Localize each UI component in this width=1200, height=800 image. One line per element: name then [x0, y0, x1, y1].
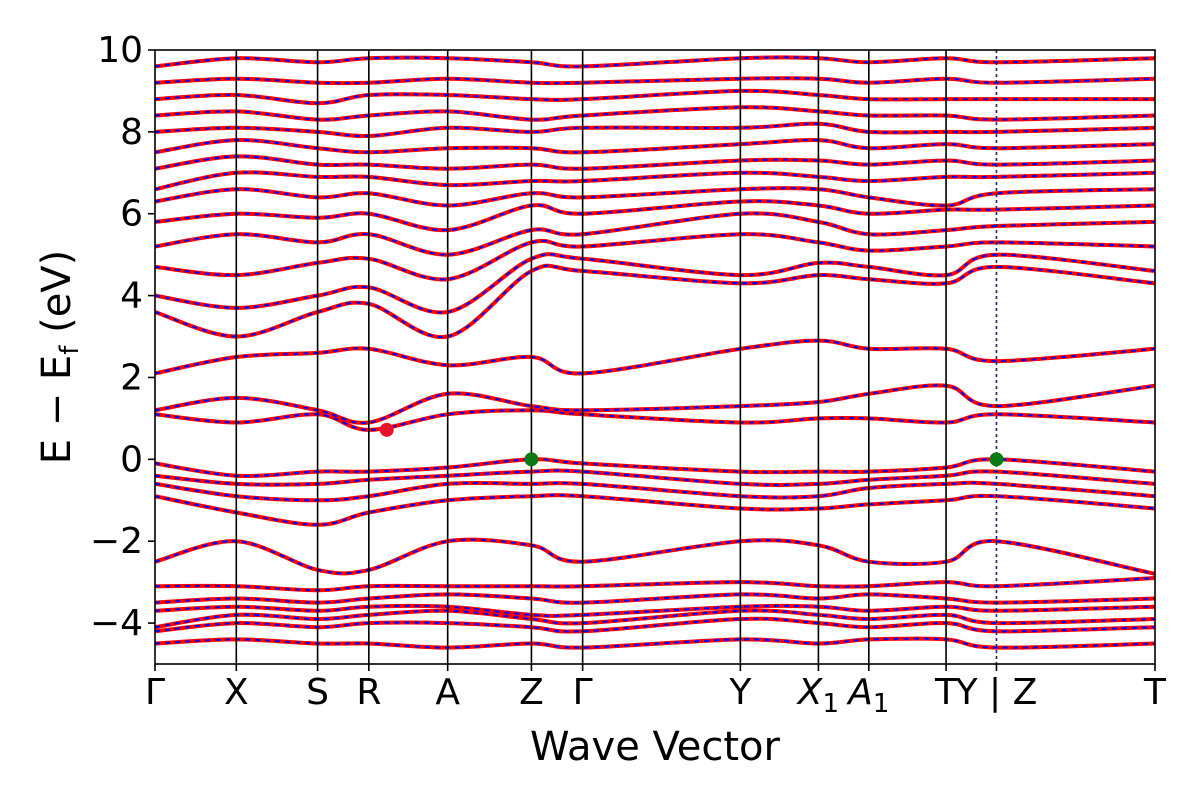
y-tick-label-1: −4: [90, 603, 143, 644]
cbm-marker-1: [379, 422, 394, 437]
y-tick-label-4: 2: [120, 357, 143, 398]
y-axis-title-unit: (eV): [34, 250, 80, 346]
y-tick-label-5: 4: [120, 276, 143, 317]
plot-background: [155, 50, 1155, 664]
x-tick-label-4: R: [356, 672, 381, 713]
x-tick-label-9: X1: [796, 672, 839, 719]
y-tick-label-7: 8: [120, 112, 143, 153]
x-tick-label-1: Γ: [145, 672, 165, 713]
x-tick-label-6: Z: [519, 672, 544, 713]
x-tick-label-12: Y | Z: [955, 672, 1038, 713]
plot-frame: [154, 49, 1156, 665]
y-axis-title-sub: f: [55, 345, 85, 355]
x-tick-label-5: A: [435, 672, 460, 713]
y-axis-title: E − Ef (eV): [34, 250, 85, 465]
x-tick-label-2: X: [224, 672, 249, 713]
y-tick-label-2: −2: [90, 521, 143, 562]
y-tick-label-3: 0: [120, 439, 143, 480]
x-axis-title: Wave Vector: [530, 724, 781, 770]
band-8-spin-down: [155, 494, 1155, 526]
kpath-lines: [235, 50, 998, 664]
x-tick-label-8: Y: [728, 672, 752, 713]
y-tick-label-6: 6: [120, 194, 143, 235]
vbm-marker-2: [524, 452, 539, 467]
x-tick-label-13: T: [1143, 672, 1167, 713]
x-tick-label-7: Γ: [573, 672, 593, 713]
x-tick-label-3: S: [306, 672, 329, 713]
y-tick-label-8: 10: [97, 30, 143, 71]
markers-layer: [379, 422, 1004, 467]
x-tick-label-10: A1: [846, 672, 889, 719]
vbm-marker-3: [989, 452, 1004, 467]
x-tick-label-11: T: [934, 672, 958, 713]
y-axis: −4 −2 0 2 4 6 8 10: [90, 30, 155, 644]
y-axis-title-main: E − E: [34, 355, 80, 465]
